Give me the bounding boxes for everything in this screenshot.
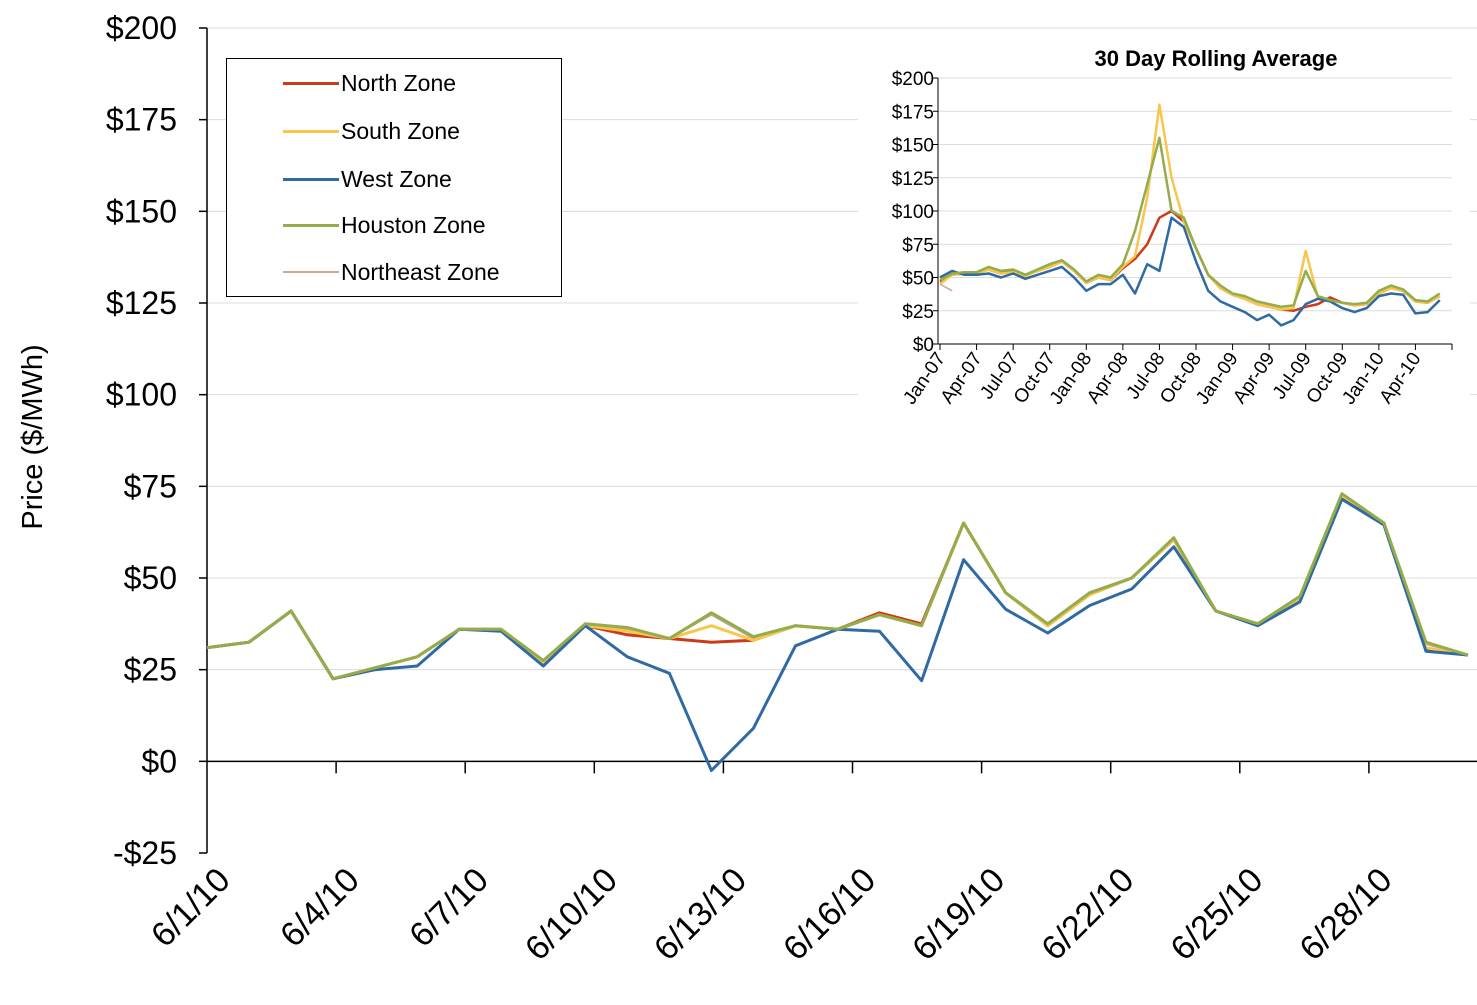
y-tick-label: $150: [106, 193, 177, 229]
legend-item-west-zone: West Zone: [283, 165, 452, 193]
legend-label: South Zone: [341, 117, 460, 144]
legend-label: Northeast Zone: [341, 258, 500, 285]
y-tick-label: $125: [106, 285, 177, 321]
y-tick-label: -$25: [113, 835, 177, 871]
y-tick-label: $25: [124, 652, 177, 688]
series-line-west: [206, 497, 1469, 772]
legend-label: Houston Zone: [341, 211, 486, 238]
legend: North Zone South Zone West Zone Houston …: [226, 58, 562, 297]
series-line-houston: [206, 492, 1469, 681]
inset-rolling-average-chart: 30 Day Rolling Average $0 $25 $50 $75 $100 $1…: [858, 40, 1470, 460]
inset-y-tick-label: $200: [892, 69, 934, 90]
y-tick-label: $0: [141, 743, 177, 779]
main-x-tick-labels: 6/1/10 6/4/10 6/7/10 6/10/10 6/13/10 6/16/10 6…: [144, 861, 1400, 968]
inset-title: 30 Day Rolling Average: [1095, 46, 1338, 71]
x-tick-label: 6/13/10: [647, 861, 754, 968]
inset-series-line-northeast: [939, 283, 953, 292]
inset-series-line-west: [939, 216, 1441, 327]
inset-y-tick-label: $150: [892, 136, 934, 157]
y-tick-label: $175: [106, 102, 177, 138]
main-axes: [199, 27, 1477, 854]
inset-series-line-houston: [939, 136, 1441, 309]
inset-series-lines: [939, 103, 1441, 327]
inset-y-tick-label: $25: [902, 302, 934, 323]
series-line-south: [206, 494, 1469, 681]
x-tick-label: 6/28/10: [1292, 861, 1399, 968]
main-y-tick-labels: -$25 $0 $25 $50 $75 $100 $125 $150 $175 $200: [106, 10, 177, 871]
legend-label: North Zone: [341, 69, 457, 96]
legend-swatch-houston: [283, 223, 339, 227]
legend-item-north-zone: North Zone: [283, 69, 456, 97]
y-tick-label: $100: [106, 377, 177, 413]
inset-y-tick-label: $50: [902, 269, 934, 290]
y-tick-label: $50: [124, 560, 177, 596]
inset-y-tick-label: $0: [913, 335, 934, 356]
legend-swatch-south: [283, 129, 339, 133]
main-series-lines: [206, 492, 1469, 772]
legend-item-south-zone: South Zone: [283, 117, 460, 145]
x-tick-label: 6/1/10: [144, 861, 238, 955]
legend-swatch-west: [283, 177, 339, 181]
inset-y-tick-label: $75: [902, 235, 934, 256]
x-tick-label: 6/4/10: [273, 861, 367, 955]
x-tick-label: 6/22/10: [1034, 861, 1141, 968]
inset-gridlines: [938, 77, 1452, 312]
inset-y-tick-label: $125: [892, 169, 934, 190]
legend-swatch-northeast: [283, 271, 339, 273]
legend-item-houston-zone: Houston Zone: [283, 211, 485, 239]
y-tick-label: $75: [124, 468, 177, 504]
x-tick-label: 6/19/10: [905, 861, 1012, 968]
inset-y-tick-labels: $0 $25 $50 $75 $100 $125 $150 $175 $200: [892, 69, 934, 356]
series-line-north: [206, 494, 1469, 681]
x-tick-label: 6/25/10: [1163, 861, 1270, 968]
x-tick-label: 6/10/10: [518, 861, 625, 968]
x-tick-label: 6/7/10: [402, 861, 496, 955]
x-tick-label: 6/16/10: [776, 861, 883, 968]
inset-y-tick-label: $175: [892, 102, 934, 123]
legend-label: West Zone: [341, 165, 452, 192]
series-line-northeast: [206, 494, 1469, 680]
inset-y-tick-label: $100: [892, 202, 934, 223]
y-tick-label: $200: [106, 10, 177, 46]
legend-swatch-north: [283, 81, 339, 85]
y-axis-label: Price ($/MWh): [17, 344, 49, 529]
inset-axes: [933, 77, 1453, 350]
legend-item-northeast-zone: Northeast Zone: [283, 258, 500, 286]
